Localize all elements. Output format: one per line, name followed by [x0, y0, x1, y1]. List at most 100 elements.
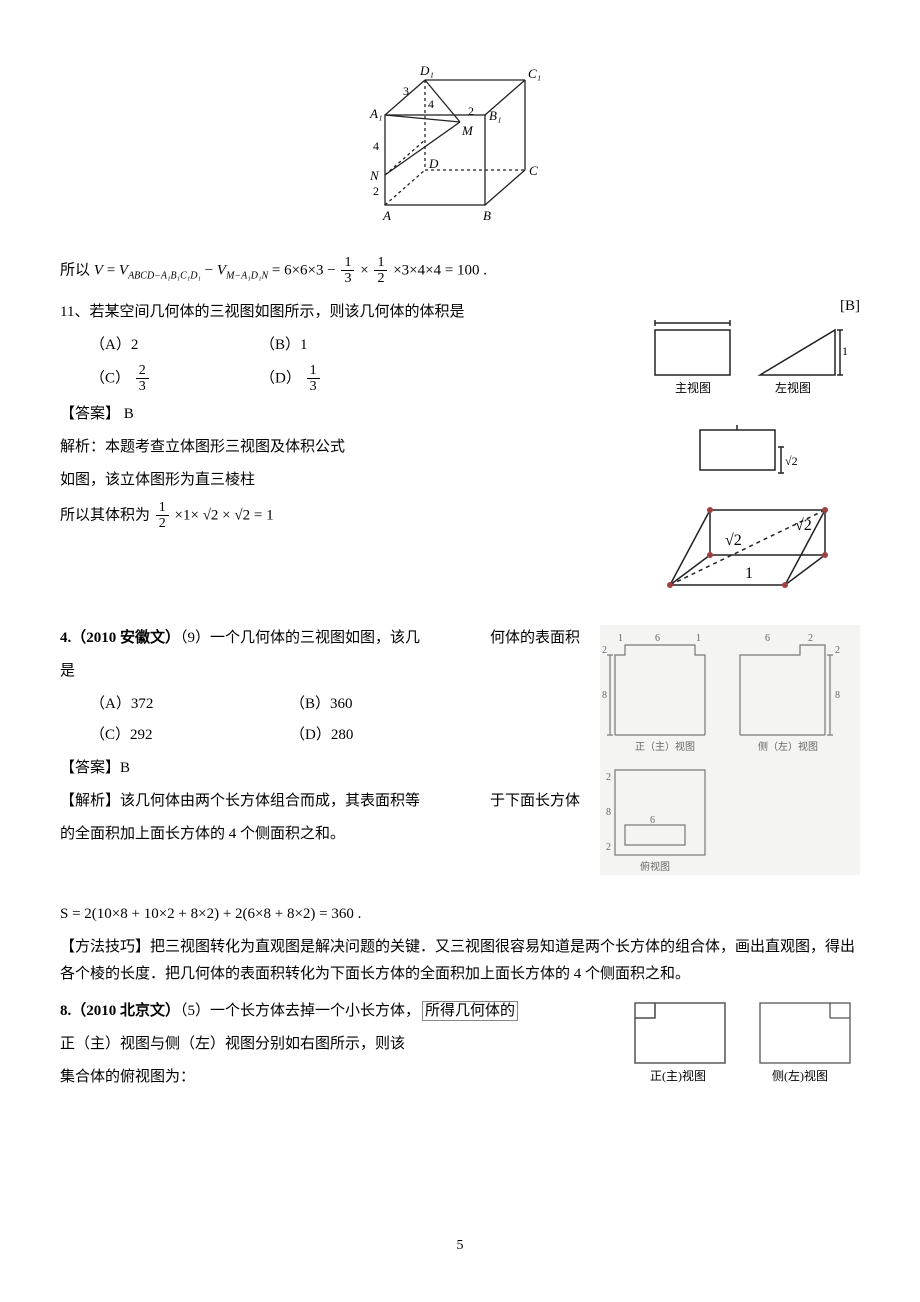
q11-optD-den: 3	[307, 379, 320, 394]
label-C: C	[529, 163, 538, 178]
q4-n2f: 2	[606, 842, 611, 853]
q4-n1: 1	[618, 633, 623, 644]
q11-prism-1: 1	[745, 565, 753, 582]
q8-head-bold: 8.（2010 北京文）	[60, 1003, 180, 1019]
q4-n6c: 6	[650, 815, 655, 826]
q11-prism-sqrt2b: √2	[795, 517, 812, 534]
f2n: 1	[374, 255, 387, 271]
q11-options: （A）2 （B）1 （C） 23 （D） 13	[90, 332, 640, 395]
q11-answer: 【答案】 B	[60, 401, 640, 428]
q11-exp3-den: 2	[156, 516, 169, 531]
q11-prism: √2 √2 1	[640, 490, 850, 600]
q8-ce: 侧(左)视图	[772, 1068, 828, 1083]
q4-optC: （C）292	[90, 722, 290, 749]
q4-n2c: 2	[602, 645, 607, 656]
q11-exp1: 解析：本题考查立体图形三视图及体积公式	[60, 434, 640, 461]
q11-optB: （B）1	[260, 332, 430, 359]
q11-exp3-mid2: ×	[222, 507, 230, 523]
q4-method: 【方法技巧】把三视图转化为直观图是解决问题的关键．又三视图很容易知道是两个长方体…	[60, 934, 860, 988]
q11-exp3-sqrt1: √2	[203, 507, 219, 523]
eq1: =	[107, 262, 119, 278]
q4-figure: 1 6 1 6 2 8 8 2 2 正（主）视图 侧（左）视图 2 8 2 6 …	[600, 625, 860, 885]
q4-n1b: 1	[696, 633, 701, 644]
q4-n2e: 2	[606, 772, 611, 783]
q4-exp1-right: 于下面长方体	[490, 788, 580, 815]
q11-exp2: 如图，该立体图形为直三棱柱	[60, 467, 640, 494]
edge-2-bottom: 2	[373, 184, 379, 198]
q11-top-view: √2	[640, 425, 850, 480]
q11-exp3-sqrt2: √2	[234, 507, 250, 523]
minus: −	[205, 262, 217, 278]
edge-3: 3	[403, 84, 409, 98]
q11-exp3-prefix: 所以其体积为	[60, 507, 150, 523]
q11-optC: （C） 23	[90, 363, 260, 395]
times1: ×	[360, 262, 368, 278]
volume-prefix: 所以	[60, 262, 90, 278]
q8-figure: 正(主)视图 侧(左)视图	[630, 998, 860, 1103]
rhs1: = 6×6×3 −	[272, 262, 340, 278]
q4-head-wrap: 何体的表面积	[490, 625, 580, 652]
label-B1: B₁	[489, 108, 501, 123]
q11-optD-label: （D）	[260, 370, 301, 386]
q4-n2a: 2	[808, 633, 813, 644]
label-C1: C₁	[528, 66, 541, 81]
V2: V	[217, 262, 226, 278]
label-B: B	[483, 208, 491, 223]
label-D1: D₁	[419, 63, 434, 78]
label-N: N	[369, 168, 380, 183]
q11-optD-num: 1	[307, 363, 320, 379]
sub1: ABCD−A₁B₁C₁D₁	[128, 270, 201, 281]
q4-n8c: 8	[606, 807, 611, 818]
q11-three-views: √2 1 主视图 左视图	[640, 320, 850, 415]
q8-head-rest: （5）一个长方体去掉一个小长方体，	[180, 1003, 420, 1019]
sub2: M−A₁D₁N	[226, 270, 268, 281]
f1d: 3	[341, 271, 354, 286]
q4-zheng: 正（主）视图	[635, 740, 695, 753]
q11-optC-den: 3	[136, 379, 149, 394]
q11-fig-sqrt2b: √2	[785, 454, 798, 468]
q11-exp3-tail: = 1	[254, 507, 274, 523]
q11-prism-sqrt2a: √2	[725, 532, 742, 549]
q11-stem: 11、若某空间几何体的三视图如图所示，则该几何体的体积是	[60, 299, 640, 326]
q4-optD: （D）280	[290, 722, 460, 749]
q11-exp3-num: 1	[156, 500, 169, 516]
page-number: 5	[60, 1233, 860, 1258]
figure-cuboid: D₁ C₁ A₁ B₁ M N A B C D 3 4 2 4 2	[60, 60, 860, 240]
q11-exp3-mid: ×1×	[175, 507, 199, 523]
label-D: D	[428, 156, 439, 171]
q11-optC-num: 2	[136, 363, 149, 379]
q11-optD: （D） 13	[260, 363, 430, 395]
volume-expression: 所以 V = VABCD−A₁B₁C₁D₁ − VM−A₁D₁N = 6×6×3…	[60, 255, 860, 287]
q4-n8b: 8	[835, 690, 840, 701]
q11-exp3: 所以其体积为 12 ×1× √2 × √2 = 1	[60, 500, 640, 532]
q11-figures: [B] √2 1 主视图 左视图 √2	[640, 293, 860, 610]
q11-fig-zuo: 左视图	[775, 380, 811, 395]
q4-head-rest: （9）一个几何体的三视图如图，该几	[180, 630, 420, 646]
q11-fig-zhu: 主视图	[675, 380, 711, 395]
label-A1: A₁	[369, 106, 382, 121]
label-M: M	[461, 123, 474, 138]
q4-formula: S = 2(10×8 + 10×2 + 8×2) + 2(6×8 + 8×2) …	[60, 906, 361, 922]
q4-n8a: 8	[602, 690, 607, 701]
edge-4-slant: 4	[428, 97, 434, 111]
q11-fig-sqrt2a: √2	[682, 320, 695, 323]
q8-line1-right: 所得几何体的	[422, 1001, 518, 1021]
q4-three-views: 1 6 1 6 2 8 8 2 2 正（主）视图 侧（左）视图 2 8 2 6 …	[600, 625, 860, 875]
tail: ×3×4×4 = 100 .	[393, 262, 487, 278]
q8-views: 正(主)视图 侧(左)视图	[630, 998, 860, 1093]
q4-optB: （B）360	[290, 691, 460, 718]
label-A: A	[382, 208, 391, 223]
V1: V	[119, 262, 128, 278]
cuboid-svg: D₁ C₁ A₁ B₁ M N A B C D 3 4 2 4 2	[365, 60, 555, 230]
q4-exp1-left: 【解析】该几何体由两个长方体组合而成，其表面积等	[60, 793, 420, 809]
q4-n2d: 2	[835, 645, 840, 656]
V: V	[94, 262, 103, 278]
q11-optA: （A）2	[90, 332, 260, 359]
q4-fu: 俯视图	[640, 860, 670, 873]
q4-head-bold: 4.（2010 安徽文）	[60, 630, 180, 646]
edge-2: 2	[468, 104, 474, 118]
q11-optC-label: （C）	[90, 370, 130, 386]
q11-fig-one: 1	[842, 344, 848, 358]
q8-zheng: 正(主)视图	[650, 1068, 706, 1083]
f1n: 1	[341, 255, 354, 271]
